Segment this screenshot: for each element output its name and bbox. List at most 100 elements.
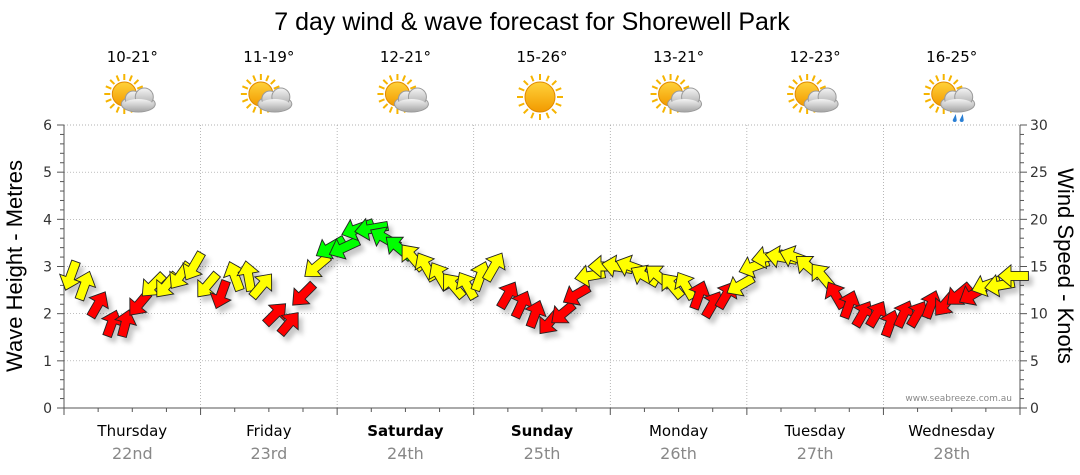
sun-ray — [948, 75, 953, 82]
sun-ray — [545, 75, 550, 82]
chart-title: 7 day wind & wave forecast for Shorewell… — [274, 8, 790, 36]
day-name-label: Sunday — [511, 422, 574, 440]
sun-ray — [551, 108, 557, 114]
sun-ray — [105, 98, 112, 103]
right-tick-label: 5 — [1030, 354, 1039, 370]
sun-ray — [924, 85, 932, 90]
sun-rays — [517, 74, 563, 120]
day-date-label: 24th — [387, 444, 424, 463]
cloud-shape — [257, 87, 293, 113]
wind-arrows — [58, 217, 1029, 339]
temperature-label: 11-19° — [243, 48, 294, 66]
left-tick-label: 2 — [43, 307, 52, 323]
sun-ray — [273, 85, 280, 90]
sun-ray — [115, 106, 120, 113]
right-axis: 0 5 10 15 20 25 30 — [1019, 118, 1048, 417]
sun-ray — [133, 79, 140, 85]
wind-arrow — [328, 236, 362, 260]
sun-ray — [675, 75, 680, 82]
sun-ray — [128, 75, 133, 82]
sun-ray — [409, 85, 417, 90]
cloud-fill — [942, 99, 973, 111]
sun-ray — [655, 103, 662, 109]
sun-ray — [935, 106, 940, 113]
sun-ray — [545, 112, 550, 119]
right-tick-label: 0 — [1030, 401, 1039, 417]
credit-text: www.seabreeze.com.au — [905, 394, 1012, 404]
day-date-label: 26th — [660, 444, 697, 463]
sun-ray — [956, 85, 963, 90]
cloud-fill — [669, 99, 700, 111]
cloud-shape — [667, 87, 703, 113]
temperature-label: 13-21° — [653, 48, 704, 66]
left-axis: 0 1 2 3 4 5 6 — [43, 118, 65, 417]
wind-arrow — [248, 273, 273, 301]
sun-ray — [109, 103, 116, 109]
sun-ray — [788, 85, 795, 90]
sun-ray — [530, 112, 535, 119]
sun-ray — [105, 85, 112, 90]
wind-arrow — [276, 312, 299, 338]
right-tick-label: 30 — [1030, 118, 1048, 134]
sun-ray — [518, 102, 525, 107]
wind-arrow — [481, 252, 506, 283]
sun-ray — [651, 85, 659, 90]
sun-ray — [792, 103, 798, 109]
day-name-label: Saturday — [367, 422, 444, 440]
day-date-label: 23rd — [250, 444, 287, 463]
sun-ray — [382, 103, 389, 109]
partly-cloudy-icon — [650, 74, 703, 114]
day-date-label: 25th — [524, 444, 561, 463]
sun-ray — [935, 75, 940, 82]
sun-ray — [252, 75, 257, 82]
sun-ray — [115, 75, 120, 82]
day-date-label: 28th — [933, 444, 970, 463]
temperature-label: 12-23° — [790, 48, 841, 66]
wind-arrow — [114, 309, 138, 339]
sun-ray — [401, 75, 407, 82]
sun-ray — [655, 79, 662, 85]
left-tick-label: 0 — [43, 401, 52, 417]
day-name-label: Monday — [649, 422, 708, 440]
wind-arrow — [524, 299, 547, 329]
wind-arrow — [292, 280, 318, 306]
sun-ray — [798, 75, 803, 82]
day-name-label: Tuesday — [784, 422, 846, 440]
right-tick-label: 10 — [1030, 307, 1048, 323]
sun-ray — [523, 80, 529, 86]
day-axis: Thursday 22nd Friday 23rd Saturday 24th Sunday… — [63, 407, 1021, 463]
sun-ray — [530, 75, 535, 82]
sun-ray — [661, 106, 667, 113]
partly-cloudy-icon — [377, 74, 429, 114]
cloud-fill — [259, 99, 290, 111]
weather-row: 10-21° 11-19° 12-21° 15-26° 13-21° 12-23° 16-2… — [104, 48, 977, 122]
temperature-label: 10-21° — [107, 48, 158, 66]
wind-arrow — [73, 270, 97, 302]
sun-ray — [270, 79, 276, 85]
wind-arrow — [197, 270, 222, 298]
cloud-shape — [940, 87, 976, 113]
wind-arrow — [551, 300, 577, 324]
sun-ray — [518, 87, 525, 92]
sun-ray — [246, 103, 252, 109]
wind-arrow — [997, 263, 1029, 288]
wind-arrow — [209, 278, 232, 310]
sun-ray — [382, 79, 389, 85]
sun-ray — [683, 85, 690, 90]
left-tick-label: 3 — [43, 260, 52, 276]
left-tick-label: 1 — [43, 354, 52, 370]
left-tick-label: 6 — [43, 118, 52, 134]
wind-arrow — [726, 273, 756, 297]
sun-ray — [406, 79, 413, 85]
partly-cloudy-icon — [104, 74, 156, 114]
sun-ray — [109, 79, 116, 85]
temperature-label: 16-25° — [926, 48, 977, 66]
sun-ray — [679, 79, 686, 85]
day-name-label: Wednesday — [908, 422, 995, 440]
sun-ray — [246, 79, 252, 85]
sun-ray — [788, 98, 795, 103]
day-name-label: Thursday — [96, 422, 167, 440]
sun-ray — [952, 79, 959, 85]
wind-arrow — [261, 303, 287, 328]
sun-ray — [378, 98, 385, 103]
